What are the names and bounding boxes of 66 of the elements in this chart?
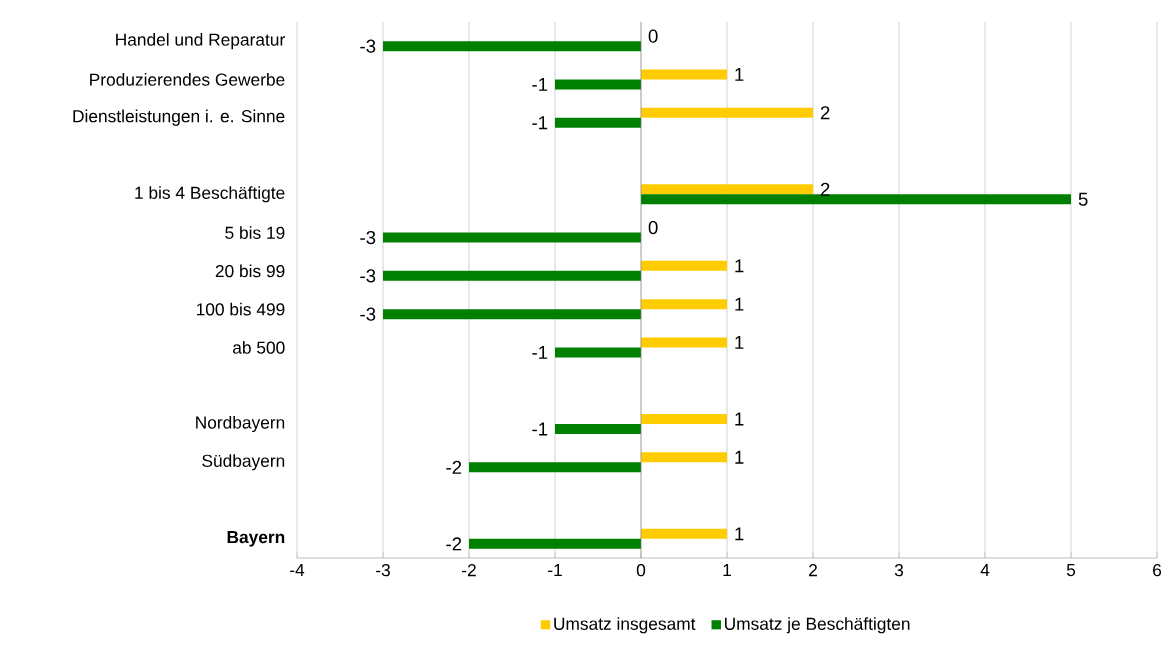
data-label: -3	[360, 307, 376, 321]
data-label: 1	[735, 450, 744, 464]
data-label: 2	[820, 182, 830, 196]
data-label: -3	[360, 269, 376, 283]
data-label: -2	[446, 460, 462, 474]
bar	[469, 462, 642, 473]
x-tick-label: 2	[809, 564, 817, 577]
bar	[641, 260, 728, 271]
y-tick-label: 100 bis 499	[196, 302, 285, 316]
y-tick-label: 1 bis 4 Beschäftigte	[135, 186, 285, 203]
x-tick-label: 5	[1066, 564, 1076, 577]
data-label: -1	[532, 78, 548, 91]
y-tick-label: Dienstleistungen i. e. Sinne	[73, 109, 285, 126]
legend-label: Umsatz je Beschäftigten	[724, 617, 910, 634]
y-tick-label: 20 bis 99	[215, 264, 285, 278]
data-label: -3	[360, 230, 376, 245]
bar	[383, 41, 642, 52]
bar	[641, 299, 728, 310]
data-label: 1	[735, 297, 744, 311]
data-label: 0	[648, 29, 658, 43]
data-label: 1	[735, 68, 744, 81]
bar	[555, 347, 642, 358]
x-tick-label: -2	[462, 564, 476, 577]
bar	[641, 194, 1072, 205]
data-label: 5	[1078, 192, 1088, 206]
data-label: -2	[446, 537, 462, 551]
y-tick-label: 5 bis 19	[225, 226, 285, 239]
bar	[555, 117, 642, 128]
x-tick-label: 4	[980, 564, 990, 576]
bar	[641, 452, 728, 463]
bar	[383, 232, 642, 243]
x-tick-label: 3	[894, 564, 904, 577]
x-tick-label: 0	[636, 564, 646, 577]
bar	[383, 309, 642, 320]
x-tick-label: 1	[723, 564, 731, 576]
bar	[469, 538, 642, 549]
data-label: -1	[532, 346, 548, 359]
y-tick-label: Handel und Reparatur	[116, 33, 285, 50]
y-tick-label: Produzierendes Gewerbe	[90, 73, 285, 86]
bar	[641, 69, 728, 80]
data-label: -3	[360, 39, 376, 53]
y-tick-label: Südbayern	[202, 454, 285, 471]
legend-label: Umsatz insgesamt	[554, 617, 696, 634]
bar	[641, 184, 814, 195]
x-tick-label: -4	[290, 564, 305, 576]
bar	[641, 413, 728, 424]
data-label: 1	[735, 412, 744, 426]
bar	[555, 423, 642, 434]
x-tick-label: 6	[1153, 564, 1162, 577]
data-label: 1	[735, 259, 744, 273]
bar	[383, 270, 642, 281]
y-tick-label: Bayern	[227, 531, 285, 547]
y-tick-label: ab 500	[232, 341, 285, 354]
data-label: 1	[735, 527, 744, 541]
data-label: -1	[532, 422, 548, 436]
x-tick-label: -3	[376, 564, 390, 577]
data-label: 1	[735, 336, 744, 349]
y-tick-label: Nordbayern	[196, 415, 285, 433]
data-label: 2	[820, 106, 830, 120]
bar	[641, 528, 728, 539]
x-tick-label: -1	[548, 564, 562, 576]
data-label: -1	[532, 116, 548, 130]
bar	[555, 79, 642, 90]
bar	[641, 107, 814, 118]
bar	[641, 337, 728, 348]
data-label: 0	[648, 220, 658, 235]
